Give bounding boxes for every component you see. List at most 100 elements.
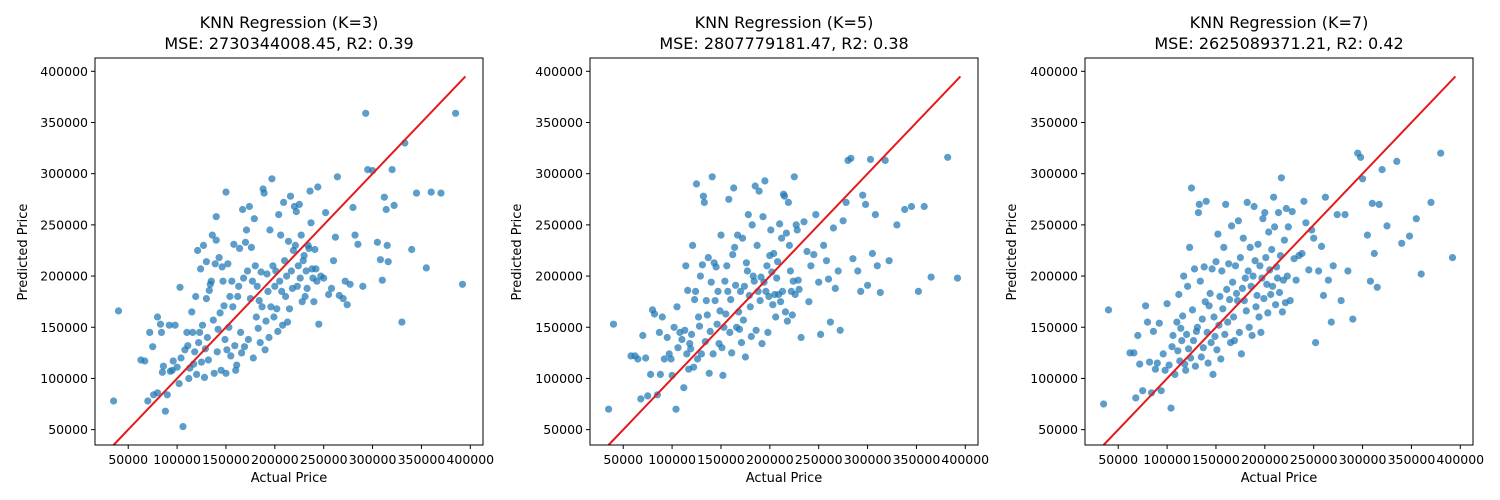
data-point [1245,323,1253,331]
data-point [197,358,206,366]
data-point [1286,297,1294,305]
data-point [791,290,799,299]
data-point [214,325,222,333]
data-point [907,202,916,211]
data-point [795,285,803,293]
data-point [763,262,771,270]
data-point [314,183,322,191]
data-point [725,195,733,203]
data-point [388,166,396,174]
data-point [803,247,811,256]
data-point [810,251,818,259]
data-point [1359,175,1367,183]
data-point [159,362,167,370]
data-point [384,258,392,266]
data-point [1216,292,1224,301]
data-point [229,303,237,311]
data-point [703,311,711,319]
data-point [729,251,737,259]
data-point [1241,274,1249,282]
y-tick-label: 350000 [1030,115,1078,130]
data-point [263,270,271,278]
data-point [257,268,265,276]
data-point [1134,331,1142,340]
data-point [339,295,347,303]
data-point [110,397,118,405]
data-point [343,301,351,309]
data-point [244,335,252,344]
data-point [281,257,289,265]
data-point [1319,291,1328,300]
data-point [765,292,773,301]
data-point [240,274,248,282]
data-point [1218,267,1226,275]
data-point [682,262,690,270]
data-point [238,349,246,357]
data-point [1268,245,1276,254]
data-point [301,292,309,301]
data-point [857,287,865,295]
data-point [800,218,808,226]
data-point [1224,318,1232,326]
data-point [859,191,867,199]
data-point [660,355,668,363]
data-point [691,296,699,304]
data-point [212,236,220,244]
data-point [241,238,250,246]
data-point [680,384,688,392]
data-point [708,173,716,181]
data-point [266,226,274,234]
data-point [1337,297,1345,305]
data-point [1104,306,1113,314]
data-point [243,267,252,275]
y-tick-label: 400000 [40,64,88,79]
data-point [376,256,384,264]
data-point [1288,208,1296,216]
data-point [717,231,725,239]
data-point [1185,345,1193,353]
data-point [275,211,283,219]
data-point [1204,359,1212,367]
x-tick-label: 200000 [746,452,794,467]
data-point [1300,197,1308,205]
y-tick-label: 250000 [40,217,88,232]
data-point [1175,290,1183,299]
data-point [221,335,229,344]
data-point [758,340,766,348]
data-point [1368,199,1376,207]
data-point [794,276,802,284]
data-point [1226,296,1234,304]
data-point [842,198,850,206]
x-tick-label: 100000 [648,452,696,467]
data-point [359,282,367,290]
data-point [234,292,242,301]
data-point [254,324,262,332]
data-point [144,397,152,405]
data-point [216,309,224,317]
data-point [1248,331,1256,340]
data-point [1272,301,1280,309]
data-point [383,241,391,249]
data-point [184,342,192,350]
data-point [437,189,445,197]
data-point [786,267,795,275]
data-point [255,297,263,305]
data-point [226,292,234,301]
data-point [1250,202,1258,211]
data-point [1235,328,1243,336]
data-point [862,200,870,208]
data-point [146,328,154,336]
data-point [1412,215,1420,223]
data-point [274,327,282,335]
reference-line [1102,75,1457,446]
data-point [283,318,292,326]
data-point [1155,319,1163,327]
data-point [700,198,708,206]
data-point [1194,209,1202,217]
data-point [822,257,831,265]
data-point [292,208,300,216]
data-point [1145,358,1154,366]
data-point [726,328,734,336]
data-point [1208,265,1216,273]
data-point [752,326,760,334]
